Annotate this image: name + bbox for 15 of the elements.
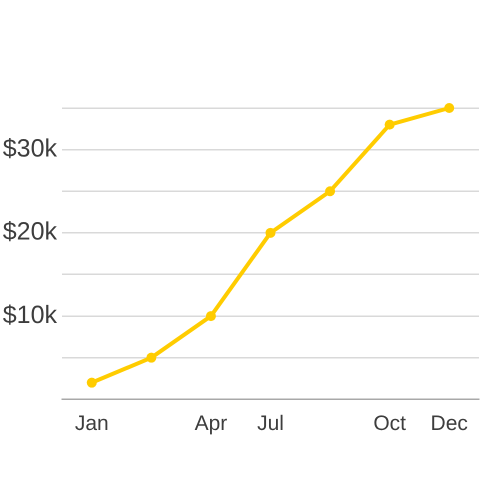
point bbox=[384, 120, 395, 130]
y-tick-label: $10k bbox=[2, 300, 58, 329]
x-tick-label: Jul bbox=[257, 412, 284, 436]
x-tick-label: Oct bbox=[373, 412, 406, 436]
x-tick-label: Dec bbox=[430, 412, 468, 436]
point bbox=[146, 352, 156, 363]
y-tick-label: $20k bbox=[2, 218, 58, 246]
x-tick-label: Apr bbox=[194, 412, 228, 436]
point bbox=[86, 378, 97, 388]
x-tick-label: Jan bbox=[74, 412, 109, 436]
point bbox=[266, 228, 276, 238]
point bbox=[206, 311, 216, 322]
y-tick-label: $30k bbox=[2, 134, 58, 163]
point bbox=[325, 186, 336, 196]
point bbox=[444, 103, 454, 113]
